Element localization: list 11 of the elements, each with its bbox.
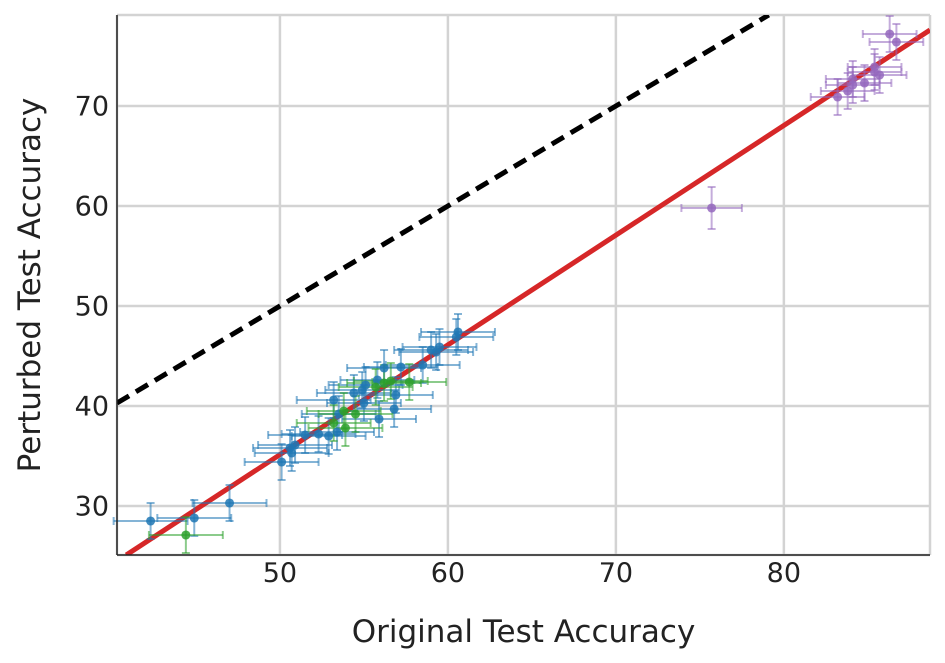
x-tick-label: 70 — [598, 558, 634, 590]
y-tick-label: 50 — [74, 292, 109, 323]
y-axis-title: Perturbed Test Accuracy — [12, 98, 48, 472]
y-tick-label: 70 — [74, 92, 109, 123]
x-tick-label: 60 — [430, 558, 466, 590]
y-tick-label: 60 — [74, 192, 109, 223]
y-tick-label: 40 — [74, 392, 109, 423]
y-tick-label: 30 — [74, 492, 109, 523]
x-axis-title: Original Test Accuracy — [352, 614, 696, 650]
x-tick-label: 80 — [766, 558, 802, 590]
x-tick-label: 50 — [262, 558, 298, 590]
